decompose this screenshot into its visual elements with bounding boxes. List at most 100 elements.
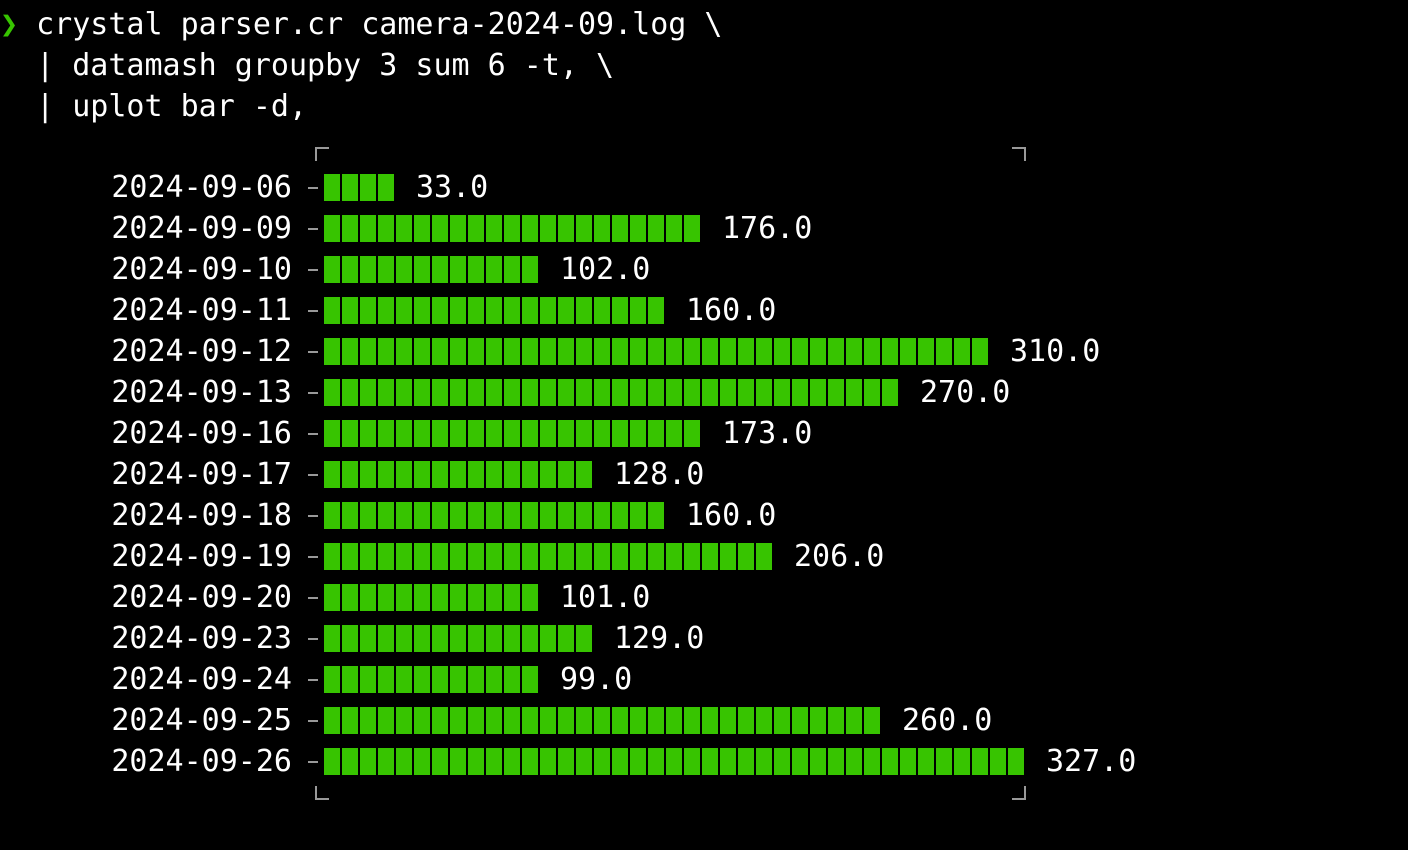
frame-corner-bl-icon	[315, 786, 329, 800]
axis-tick-icon	[300, 495, 324, 536]
frame-corner-tr-icon	[1012, 147, 1026, 161]
row-value: 129.0	[592, 618, 704, 659]
bar-chart: 2024-09-06 33.0 2024-09-09 176.02024-09-101…	[60, 137, 1408, 812]
row-label: 2024-09-16	[60, 413, 300, 454]
bar-cell: 101.0	[324, 577, 650, 618]
row-label: 2024-09-20	[60, 577, 300, 618]
row-label: 2024-09-23	[60, 618, 300, 659]
chart-row: 2024-09-12 310.0	[60, 331, 1408, 372]
bar-cell: 327.0	[324, 741, 1136, 782]
command-text-1: crystal parser.cr camera-2024-09.log \	[36, 7, 722, 42]
row-label: 2024-09-11	[60, 290, 300, 331]
row-value: 160.0	[664, 290, 776, 331]
chart-row: 2024-09-11 160.0	[60, 290, 1408, 331]
row-value: 160.0	[664, 495, 776, 536]
bar-cell: 129.0	[324, 618, 704, 659]
row-value: 102.0	[538, 249, 650, 290]
row-value: 128.0	[592, 454, 704, 495]
bar	[324, 584, 538, 611]
chart-row: 2024-09-20 101.0	[60, 577, 1408, 618]
bar-cell: 99.0	[324, 659, 632, 700]
bar-cell: 206.0	[324, 536, 884, 577]
axis-tick-icon	[300, 454, 324, 495]
frame-corner-tl-icon	[315, 147, 329, 161]
row-value: 173.0	[700, 413, 812, 454]
row-label: 2024-09-09	[60, 208, 300, 249]
bar	[324, 625, 592, 652]
axis-tick-icon	[300, 741, 324, 782]
chart-row: 2024-09-23 129.0	[60, 618, 1408, 659]
terminal-output: ❯ crystal parser.cr camera-2024-09.log \…	[0, 4, 1408, 812]
bar	[324, 338, 988, 365]
chart-frame-bottom	[60, 782, 1408, 812]
chart-row: 2024-09-17 128.0	[60, 454, 1408, 495]
bar-cell: 128.0	[324, 454, 704, 495]
bar-cell: 310.0	[324, 331, 1100, 372]
chart-row: 2024-09-06 33.0	[60, 167, 1408, 208]
row-value: 33.0	[394, 167, 488, 208]
bar-cell: 176.0	[324, 208, 812, 249]
chart-row: 2024-09-19 206.0	[60, 536, 1408, 577]
bar	[324, 297, 664, 324]
chart-row: 2024-09-16 173.0	[60, 413, 1408, 454]
row-label: 2024-09-19	[60, 536, 300, 577]
row-label: 2024-09-25	[60, 700, 300, 741]
row-label: 2024-09-24	[60, 659, 300, 700]
bar-cell: 160.0	[324, 290, 776, 331]
bar	[324, 420, 700, 447]
chart-row: 2024-09-18 160.0	[60, 495, 1408, 536]
row-value: 99.0	[538, 659, 632, 700]
chart-frame-top	[60, 137, 1408, 167]
row-value: 260.0	[880, 700, 992, 741]
chart-row: 2024-09-26 327.0	[60, 741, 1408, 782]
row-value: 310.0	[988, 331, 1100, 372]
chart-rows: 2024-09-06 33.0 2024-09-09 176.02024-09-101…	[60, 167, 1408, 782]
axis-tick-icon	[300, 372, 324, 413]
chart-row: 2024-09-09 176.0	[60, 208, 1408, 249]
chart-row: 2024-09-13 270.0	[60, 372, 1408, 413]
row-label: 2024-09-26	[60, 741, 300, 782]
chart-row: 2024-09-24 99.0	[60, 659, 1408, 700]
row-value: 176.0	[700, 208, 812, 249]
axis-tick-icon	[300, 618, 324, 659]
bar-cell: 160.0	[324, 495, 776, 536]
axis-tick-icon	[300, 290, 324, 331]
command-line-2: | datamash groupby 3 sum 6 -t, \	[0, 45, 1408, 86]
row-value: 206.0	[772, 536, 884, 577]
bar	[324, 543, 772, 570]
bar	[324, 748, 1024, 775]
bar	[324, 666, 538, 693]
row-label: 2024-09-12	[60, 331, 300, 372]
bar-cell: 102.0	[324, 249, 650, 290]
row-label: 2024-09-17	[60, 454, 300, 495]
bar-cell: 173.0	[324, 413, 812, 454]
bar	[324, 502, 664, 529]
axis-tick-icon	[300, 700, 324, 741]
row-value: 270.0	[898, 372, 1010, 413]
row-label: 2024-09-13	[60, 372, 300, 413]
axis-tick-icon	[300, 167, 324, 208]
axis-tick-icon	[300, 249, 324, 290]
axis-tick-icon	[300, 536, 324, 577]
bar	[324, 461, 592, 488]
bar	[324, 174, 394, 201]
chart-row: 2024-09-25 260.0	[60, 700, 1408, 741]
axis-tick-icon	[300, 577, 324, 618]
axis-tick-icon	[300, 659, 324, 700]
axis-tick-icon	[300, 413, 324, 454]
frame-corner-br-icon	[1012, 786, 1026, 800]
bar	[324, 379, 898, 406]
bar-cell: 33.0	[324, 167, 488, 208]
command-line-3: | uplot bar -d,	[0, 86, 1408, 127]
axis-tick-icon	[300, 331, 324, 372]
row-label: 2024-09-06	[60, 167, 300, 208]
row-label: 2024-09-18	[60, 495, 300, 536]
row-value: 101.0	[538, 577, 650, 618]
bar	[324, 215, 700, 242]
chart-row: 2024-09-10102.0	[60, 249, 1408, 290]
bar	[324, 256, 538, 283]
bar	[324, 707, 880, 734]
row-value: 327.0	[1024, 741, 1136, 782]
bar-cell: 270.0	[324, 372, 1010, 413]
bar-cell: 260.0	[324, 700, 992, 741]
